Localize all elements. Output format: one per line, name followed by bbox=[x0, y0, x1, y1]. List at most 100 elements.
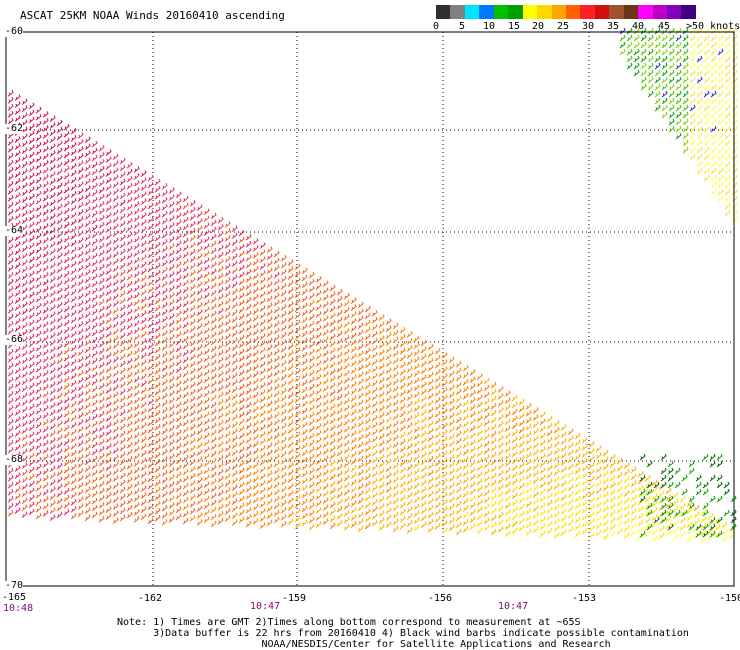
wind-barb bbox=[602, 477, 609, 485]
wind-barb bbox=[224, 270, 231, 277]
wind-barb bbox=[21, 392, 28, 400]
wind-barb bbox=[476, 478, 483, 486]
wind-barb bbox=[315, 388, 322, 395]
wind-barb bbox=[63, 508, 70, 516]
wind-barb bbox=[231, 400, 238, 407]
wind-barb bbox=[658, 490, 665, 498]
wind-barb bbox=[91, 504, 98, 512]
wind-barb bbox=[35, 260, 42, 268]
wind-barb bbox=[252, 434, 259, 441]
wind-barb bbox=[273, 341, 280, 349]
wind-barb bbox=[245, 261, 252, 269]
wind-barb bbox=[609, 460, 616, 468]
wind-barb bbox=[77, 433, 84, 440]
wind-barb bbox=[7, 439, 14, 447]
wind-barb bbox=[399, 501, 406, 509]
wind-barb bbox=[273, 390, 280, 398]
wind-barb bbox=[511, 499, 518, 507]
wind-barb bbox=[609, 523, 616, 531]
wind-barb bbox=[322, 490, 329, 497]
wind-barb bbox=[56, 224, 63, 232]
wind-barb bbox=[210, 240, 217, 248]
wind-barb bbox=[724, 160, 731, 168]
wind-barb bbox=[189, 444, 196, 452]
wind-barb bbox=[7, 320, 14, 328]
wind-barb bbox=[70, 506, 77, 513]
wind-barb bbox=[119, 514, 126, 522]
wind-barb bbox=[224, 235, 231, 242]
wind-barb bbox=[716, 460, 723, 468]
wind-barb bbox=[49, 311, 56, 318]
wind-barb bbox=[717, 181, 724, 189]
wind-barb bbox=[14, 395, 21, 402]
wind-barb bbox=[189, 318, 196, 326]
wind-barb bbox=[301, 512, 308, 520]
wind-barb bbox=[84, 269, 91, 277]
wind-barb bbox=[56, 322, 63, 330]
wind-barb bbox=[616, 507, 623, 514]
wind-barb bbox=[646, 502, 653, 510]
wind-barb bbox=[7, 145, 14, 153]
wind-barb bbox=[266, 302, 273, 310]
wind-barb bbox=[730, 523, 737, 531]
wind-barb bbox=[448, 356, 455, 364]
wind-barb bbox=[710, 27, 717, 35]
wind-barb bbox=[602, 484, 609, 492]
wind-barb bbox=[441, 359, 448, 366]
wind-barb bbox=[126, 378, 133, 386]
wind-barb bbox=[301, 456, 308, 464]
wind-barb bbox=[588, 511, 595, 518]
wind-barb bbox=[21, 231, 28, 239]
wind-barb bbox=[56, 301, 63, 309]
wind-barb bbox=[378, 489, 385, 496]
wind-barb bbox=[343, 461, 350, 468]
wind-barb bbox=[126, 196, 133, 204]
wind-barb bbox=[182, 300, 189, 308]
wind-barb bbox=[70, 240, 77, 247]
scale-swatch bbox=[667, 5, 682, 19]
wind-barb bbox=[497, 456, 504, 463]
wind-barb bbox=[483, 433, 490, 441]
wind-barb bbox=[175, 387, 182, 395]
wind-barb bbox=[49, 262, 56, 269]
wind-barb bbox=[35, 358, 42, 366]
wind-barb bbox=[455, 423, 462, 431]
wind-barb bbox=[406, 513, 413, 520]
wind-barb bbox=[392, 427, 399, 435]
wind-barb bbox=[35, 316, 42, 324]
wind-barb bbox=[602, 519, 609, 527]
wind-barb bbox=[280, 520, 287, 528]
wind-barb bbox=[385, 416, 392, 424]
wind-barb bbox=[161, 421, 168, 428]
wind-barb bbox=[723, 481, 730, 489]
wind-barb bbox=[77, 286, 84, 293]
wind-barb bbox=[42, 181, 49, 188]
wind-barb bbox=[105, 471, 112, 478]
wind-barb bbox=[329, 396, 336, 404]
wind-barb bbox=[661, 69, 668, 77]
wind-barb bbox=[154, 311, 161, 319]
wind-barb bbox=[77, 237, 84, 244]
wind-barb bbox=[448, 468, 455, 476]
wind-barb bbox=[7, 187, 14, 195]
wind-barb bbox=[140, 401, 147, 408]
wind-barb bbox=[364, 410, 371, 418]
wind-barb bbox=[119, 283, 126, 291]
wind-barb bbox=[660, 453, 667, 461]
wind-barb bbox=[217, 370, 224, 378]
wind-barb bbox=[497, 526, 504, 533]
wind-barb bbox=[602, 512, 609, 520]
wind-barb bbox=[182, 216, 189, 224]
wind-barb bbox=[392, 441, 399, 449]
wind-barb bbox=[455, 402, 462, 410]
wind-barb bbox=[245, 401, 252, 409]
wind-barb bbox=[280, 289, 287, 297]
wind-barb bbox=[182, 412, 189, 420]
wind-barb bbox=[252, 315, 259, 322]
wind-barb bbox=[385, 339, 392, 347]
wind-barb bbox=[287, 287, 294, 294]
wind-barb bbox=[35, 253, 42, 261]
wind-barb bbox=[702, 530, 709, 538]
wind-barb bbox=[252, 378, 259, 385]
